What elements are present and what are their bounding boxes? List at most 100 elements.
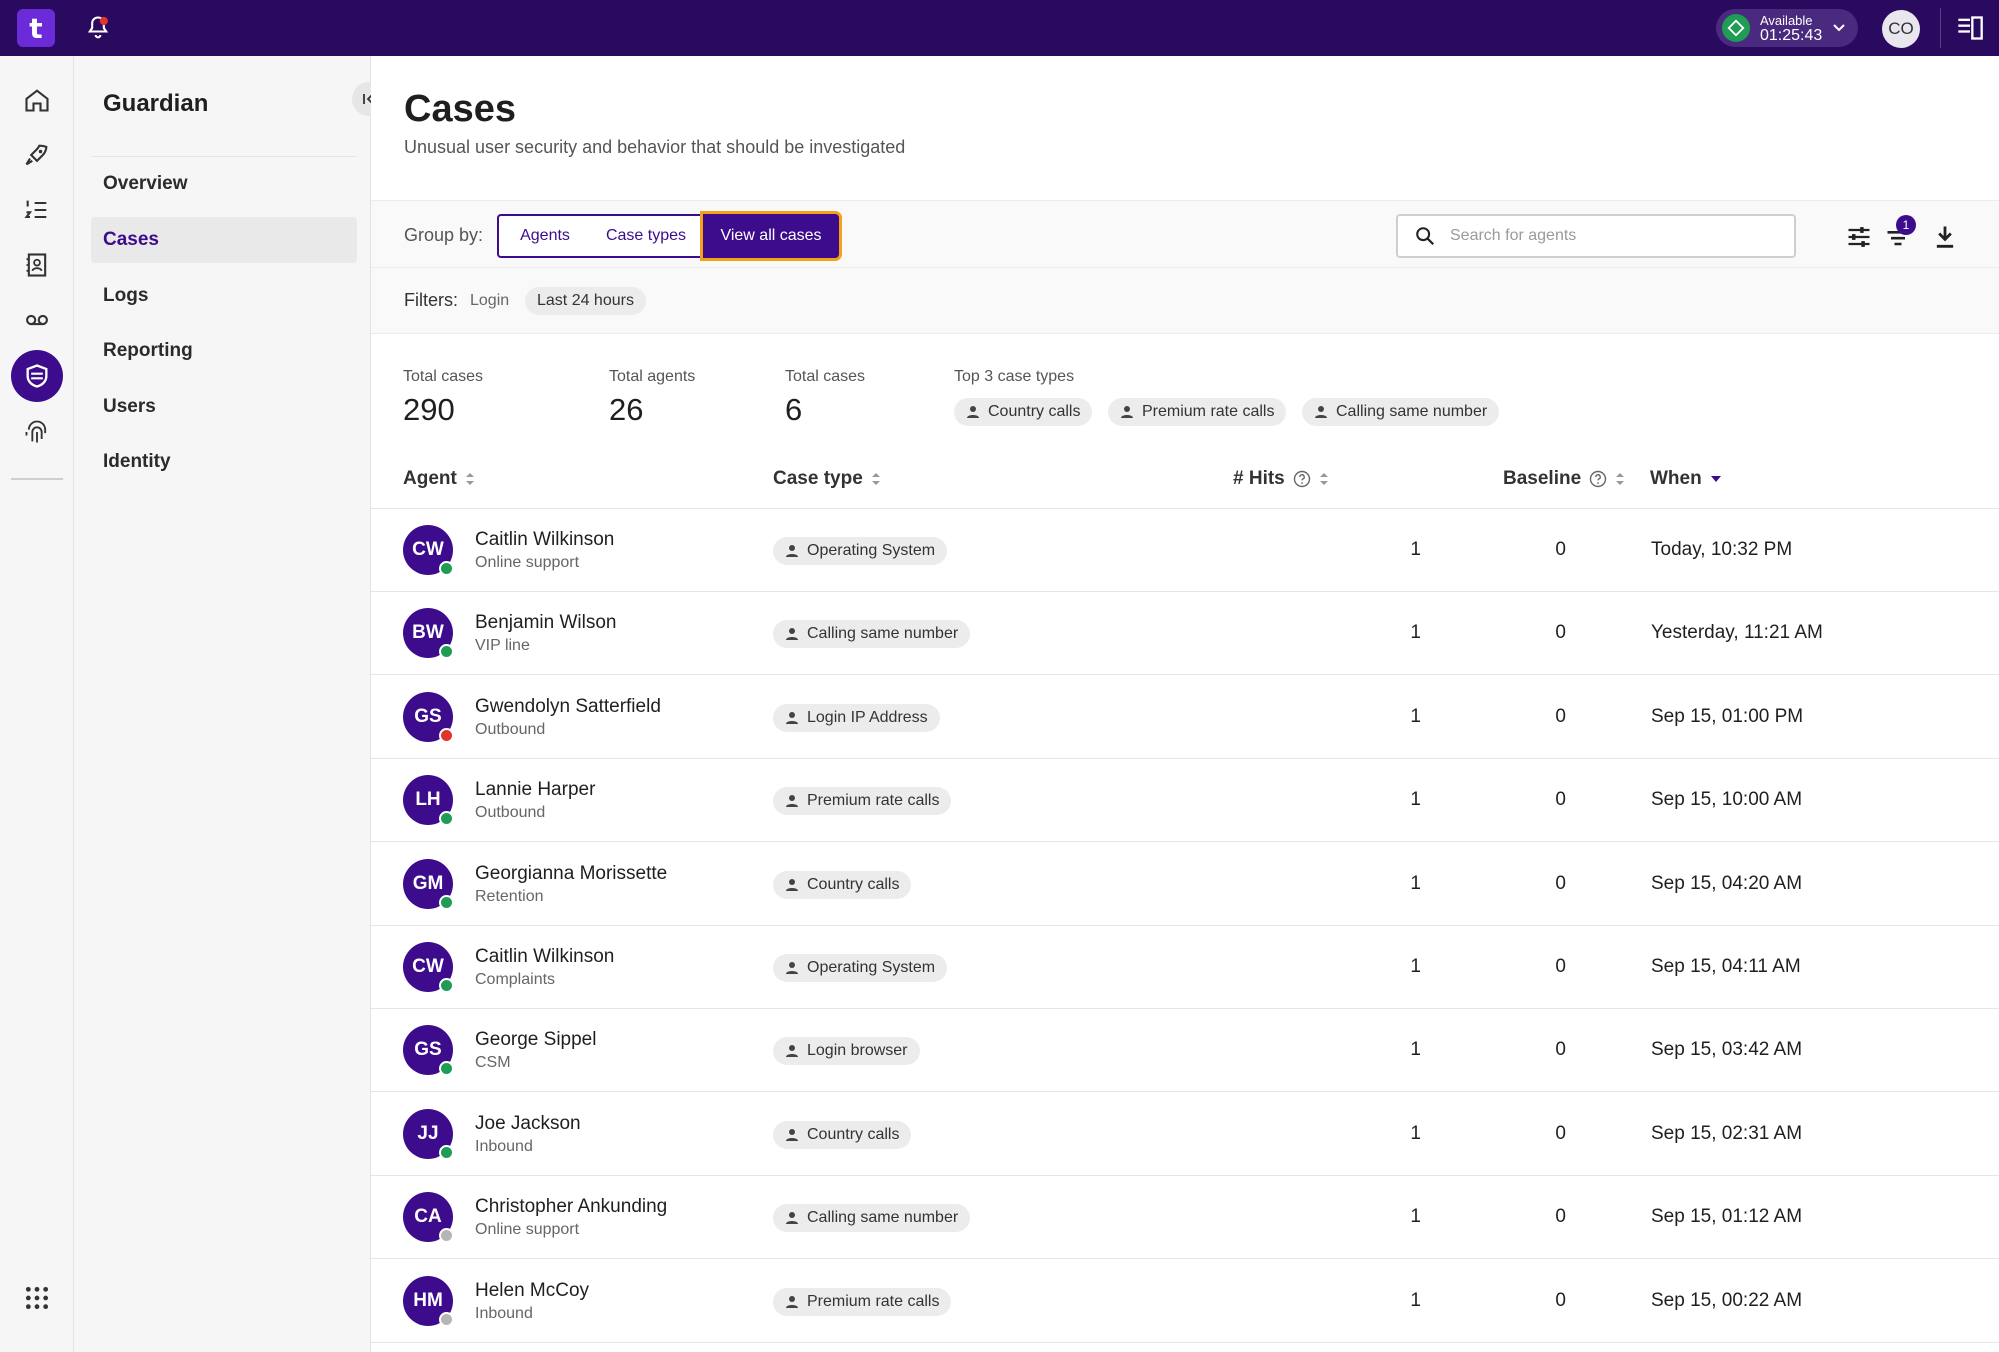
column-header-agent[interactable]: Agent bbox=[403, 468, 475, 490]
case-type-chip[interactable]: Calling same number bbox=[773, 620, 971, 649]
agent-name[interactable]: Caitlin Wilkinson bbox=[475, 946, 615, 967]
hits-value: 1 bbox=[1410, 1039, 1421, 1061]
logo-text: t bbox=[29, 11, 43, 45]
case-type-chip[interactable]: Calling same number bbox=[773, 1204, 971, 1233]
table-row[interactable]: JJ Joe Jackson Inbound Country calls 1 0 Sep 1… bbox=[371, 1093, 1999, 1176]
column-header-when[interactable]: When bbox=[1650, 468, 1722, 490]
download-icon[interactable] bbox=[1931, 223, 1959, 251]
group-agents-button[interactable]: Agents bbox=[497, 214, 593, 258]
notification-bell-icon[interactable] bbox=[84, 14, 112, 42]
rail-journeys[interactable] bbox=[17, 135, 57, 175]
column-header-hits[interactable]: # Hits bbox=[1233, 468, 1329, 490]
rail-contacts[interactable] bbox=[17, 245, 57, 285]
case-type-label: Operating System bbox=[807, 542, 936, 559]
rail-guardian[interactable] bbox=[11, 350, 63, 402]
nav-item-logs[interactable]: Logs bbox=[103, 285, 149, 306]
case-type-chip[interactable]: Operating System bbox=[773, 954, 948, 982]
agent-name[interactable]: Christopher Ankunding bbox=[475, 1196, 668, 1218]
agent-search[interactable] bbox=[1396, 214, 1796, 258]
table-row[interactable]: CW Caitlin Wilkinson Complaints Operating S… bbox=[371, 926, 1999, 1009]
agent-name[interactable]: Helen McCoy bbox=[475, 1279, 590, 1301]
table-row[interactable]: BW Benjamin Wilson VIP line Calling same nu… bbox=[371, 592, 1999, 676]
column-header-label: Case type bbox=[773, 468, 863, 489]
when-value: Today, 10:32 PM bbox=[1651, 539, 1793, 560]
agent-name[interactable]: Gwendolyn Satterfield bbox=[475, 695, 661, 717]
agent-initials: CW bbox=[412, 956, 444, 977]
side-panel-icon[interactable] bbox=[1956, 14, 1984, 42]
when-value: Yesterday, 11:21 AM bbox=[1651, 622, 1823, 644]
user-avatar[interactable]: CO bbox=[1882, 10, 1920, 48]
person-icon bbox=[786, 795, 798, 808]
agent-team: Complaints bbox=[475, 971, 556, 988]
nav-item-overview[interactable]: Overview bbox=[103, 173, 188, 194]
agent-avatar: CA bbox=[403, 1192, 453, 1243]
column-header-label: Agent bbox=[403, 468, 457, 489]
table-row[interactable]: GS Gwendolyn Satterfield Outbound Login IP … bbox=[371, 676, 1999, 759]
agent-name[interactable]: Benjamin Wilson bbox=[475, 612, 617, 634]
availability-status-button[interactable]: Available 01:25:43 bbox=[1716, 9, 1858, 47]
case-type-chip[interactable]: Login browser bbox=[773, 1037, 920, 1066]
table-row[interactable]: CA Christopher Ankunding Online support Cal… bbox=[371, 1176, 1999, 1260]
rail-home[interactable] bbox=[17, 80, 57, 120]
agent-initials: CA bbox=[414, 1206, 442, 1228]
case-type-chip[interactable]: Premium rate calls bbox=[773, 1287, 952, 1316]
agent-name[interactable]: Lannie Harper bbox=[475, 779, 596, 801]
help-icon[interactable] bbox=[1293, 470, 1311, 488]
nav-item-reporting[interactable]: Reporting bbox=[103, 340, 193, 361]
presence-indicator bbox=[439, 727, 454, 743]
group-case-types-button[interactable]: Case types bbox=[591, 214, 703, 258]
help-icon[interactable] bbox=[1589, 470, 1607, 488]
agent-name[interactable]: Georgianna Morissette bbox=[475, 862, 668, 884]
case-type-chip[interactable]: Country calls bbox=[773, 870, 912, 899]
presence-indicator bbox=[439, 894, 454, 910]
group-all-cases-button[interactable]: View all cases bbox=[703, 214, 839, 258]
person-icon bbox=[786, 545, 798, 557]
table-row[interactable]: CW Caitlin Wilkinson Online support Operati… bbox=[371, 509, 1999, 592]
contacts-icon bbox=[26, 253, 47, 277]
filter-login[interactable]: Login bbox=[470, 292, 510, 309]
baseline-value: 0 bbox=[1555, 956, 1566, 977]
table-row[interactable]: HM Helen McCoy Inbound Premium rate calls 1 0… bbox=[371, 1260, 1999, 1343]
adjust-columns-icon[interactable] bbox=[1845, 223, 1873, 251]
nav-item-users[interactable]: Users bbox=[103, 396, 156, 417]
stat-total-cases-2-value: 6 bbox=[785, 392, 803, 427]
agent-name[interactable]: George Sippel bbox=[475, 1029, 597, 1051]
presence-indicator bbox=[439, 561, 454, 576]
search-input[interactable] bbox=[1450, 227, 1770, 245]
case-type-label: Calling same number bbox=[807, 625, 959, 643]
filter-chip-time[interactable]: Last 24 hours bbox=[525, 287, 646, 315]
presence-indicator bbox=[439, 1311, 454, 1327]
rail-voicemail[interactable] bbox=[17, 300, 57, 340]
agent-name[interactable]: Joe Jackson bbox=[475, 1112, 581, 1134]
rail-lists[interactable] bbox=[17, 190, 57, 230]
table-row[interactable]: GS George Sippel CSM Login browser 1 0 Sep 15,… bbox=[371, 1009, 1999, 1093]
app-logo[interactable]: t bbox=[17, 9, 55, 47]
section-title: Guardian bbox=[103, 90, 209, 117]
baseline-value: 0 bbox=[1555, 622, 1566, 644]
top-type-chip[interactable]: Premium rate calls bbox=[1108, 398, 1287, 426]
case-type-chip[interactable]: Operating System bbox=[773, 537, 948, 565]
nav-item-identity[interactable]: Identity bbox=[103, 451, 171, 472]
when-value: Sep 15, 00:22 AM bbox=[1651, 1289, 1803, 1311]
agent-name[interactable]: Caitlin Wilkinson bbox=[475, 529, 615, 550]
top-type-chip[interactable]: Country calls bbox=[954, 398, 1093, 426]
baseline-value: 0 bbox=[1555, 1122, 1566, 1144]
hits-value: 1 bbox=[1410, 1122, 1421, 1144]
rail-identity[interactable] bbox=[17, 412, 57, 452]
main-content: Cases Unusual user security and behavior… bbox=[371, 56, 1999, 1352]
rail-apps[interactable] bbox=[17, 1278, 57, 1318]
column-header-case-type[interactable]: Case type bbox=[773, 468, 881, 490]
top-type-chip[interactable]: Calling same number bbox=[1302, 398, 1500, 426]
group-by-label: Group by: bbox=[404, 225, 484, 245]
column-header-baseline[interactable]: Baseline bbox=[1503, 468, 1625, 490]
active-filters-bar: Filters: Login Last 24 hours bbox=[371, 268, 1999, 334]
case-type-chip[interactable]: Premium rate calls bbox=[773, 787, 952, 816]
agent-avatar: GS bbox=[403, 1025, 453, 1076]
nav-item-cases[interactable]: Cases bbox=[91, 217, 357, 263]
table-row[interactable]: GM Georgianna Morissette Retention Country … bbox=[371, 843, 1999, 926]
table-row[interactable]: LH Lannie Harper Outbound Premium rate call… bbox=[371, 759, 1999, 843]
status-label: Available bbox=[1760, 13, 1813, 28]
presence-indicator bbox=[439, 1228, 454, 1244]
case-type-chip[interactable]: Login IP Address bbox=[773, 703, 940, 732]
case-type-chip[interactable]: Country calls bbox=[773, 1120, 912, 1149]
